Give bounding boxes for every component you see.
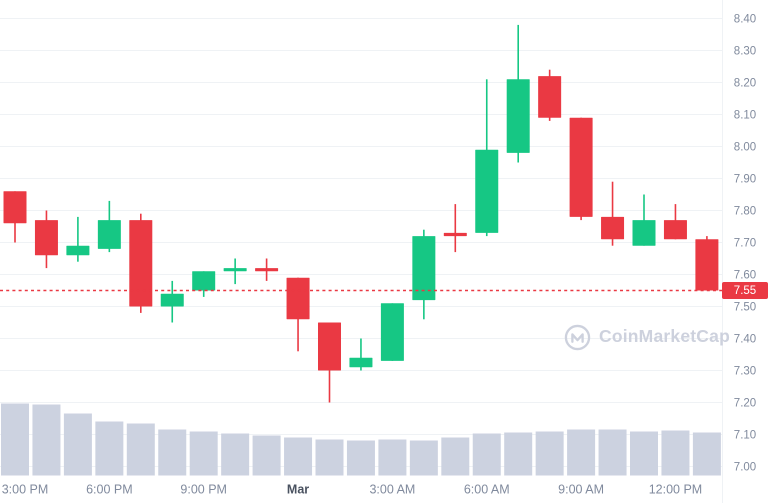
volume-bar[interactable] [189, 431, 218, 476]
candle-body[interactable] [569, 117, 593, 217]
y-axis-tick-label: 7.10 [734, 430, 756, 442]
volume-bar[interactable] [346, 440, 375, 476]
volume-bar[interactable] [661, 430, 690, 476]
candle-body[interactable] [601, 216, 625, 240]
y-axis-tick-label: 7.30 [734, 366, 756, 378]
candle-body[interactable] [443, 232, 467, 237]
volume-bar[interactable] [504, 432, 533, 476]
volume-bar[interactable] [409, 440, 438, 476]
volume-bar[interactable] [567, 429, 596, 476]
y-axis-tick-label: 7.00 [734, 462, 756, 474]
volume-bar[interactable] [315, 439, 344, 476]
candle-body[interactable] [506, 79, 530, 153]
y-axis-tick-label: 7.80 [734, 206, 756, 218]
candle-body[interactable] [632, 220, 656, 246]
candle-body[interactable] [349, 357, 373, 368]
candle-body[interactable] [255, 268, 279, 272]
candle-body[interactable] [160, 293, 184, 307]
volume-bar[interactable] [598, 429, 627, 476]
y-axis-tick-label: 7.40 [734, 334, 756, 346]
candle-wick [360, 338, 362, 371]
candle-wick [454, 204, 457, 253]
y-axis-tick-label: 7.50 [734, 302, 756, 314]
candle-body[interactable] [192, 271, 216, 291]
candle-wick [611, 181, 614, 246]
candle-body[interactable] [695, 239, 719, 291]
volume-bar[interactable] [284, 437, 313, 476]
candle-body[interactable] [34, 220, 58, 256]
candle-body[interactable] [3, 191, 27, 224]
volume-bar[interactable] [472, 433, 501, 476]
y-axis-tick-label: 7.70 [734, 238, 756, 250]
y-axis-tick-label: 8.00 [734, 142, 756, 154]
volume-bar[interactable] [95, 421, 124, 476]
y-axis-tick-label: 7.60 [734, 270, 756, 282]
volume-bar[interactable] [692, 432, 721, 476]
volume-bar[interactable] [63, 413, 92, 476]
candle-body[interactable] [97, 220, 121, 249]
y-axis-tick-label: 8.40 [734, 14, 756, 26]
volume-bar[interactable] [441, 437, 470, 476]
y-axis-tick-label: 8.30 [734, 46, 756, 58]
volume-bar[interactable] [32, 404, 61, 476]
y-axis-tick-label: 7.20 [734, 398, 756, 410]
x-axis-tick-label: Mar [287, 483, 309, 497]
candle-body[interactable] [475, 149, 499, 233]
candle-body[interactable] [412, 236, 436, 301]
candle-body[interactable] [223, 268, 247, 272]
candle-body[interactable] [318, 322, 341, 371]
candle-wick [77, 216, 79, 262]
volume-bar[interactable] [378, 439, 407, 476]
volume-bar[interactable] [221, 433, 250, 476]
x-axis-tick-label: 3:00 PM [2, 483, 49, 497]
x-axis-tick-label: 9:00 PM [180, 483, 227, 497]
y-axis-tick-label: 8.20 [734, 78, 756, 90]
y-axis-tick-label: 7.90 [734, 174, 756, 186]
candle-body[interactable] [66, 245, 90, 256]
volume-bar[interactable] [252, 435, 281, 476]
volume-bar[interactable] [1, 403, 29, 476]
candle-body[interactable] [380, 303, 404, 361]
x-axis-tick-label: 9:00 AM [558, 483, 604, 497]
candle-body[interactable] [538, 76, 562, 118]
current-price-badge: 7.55 [722, 282, 768, 299]
candle-body[interactable] [129, 220, 153, 307]
candle-body[interactable] [286, 277, 310, 320]
x-axis-tick-label: 6:00 PM [86, 483, 133, 497]
volume-bar[interactable] [630, 431, 658, 476]
x-axis-tick-label: 6:00 AM [464, 483, 510, 497]
volume-bar[interactable] [158, 429, 187, 476]
y-axis-tick-label: 8.10 [734, 110, 756, 122]
volume-bar[interactable] [535, 431, 564, 476]
candle-body[interactable] [663, 220, 687, 240]
volume-bar[interactable] [126, 423, 155, 476]
x-axis-tick-label: 3:00 AM [369, 483, 415, 497]
x-axis-tick-label: 12:00 PM [649, 483, 703, 497]
